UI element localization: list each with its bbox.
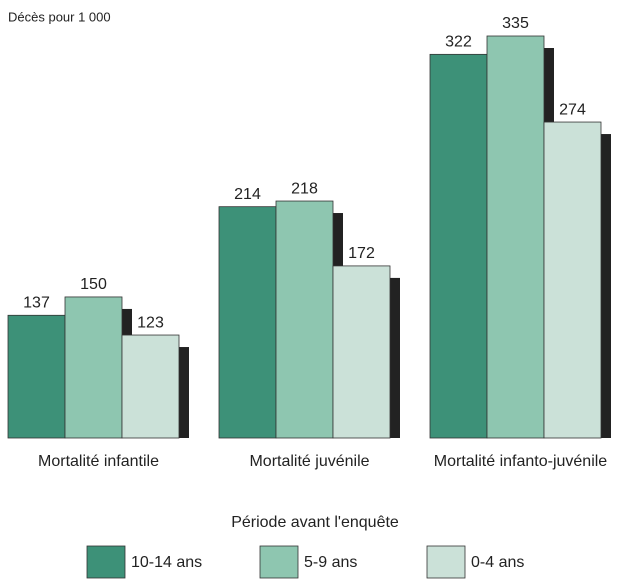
data-label: 274 [559, 101, 586, 118]
legend-label: 0-4 ans [471, 554, 524, 571]
data-label: 335 [502, 15, 529, 32]
legend-swatch [86, 545, 126, 579]
legend-swatch [426, 545, 466, 579]
bar [275, 200, 334, 439]
bar [218, 206, 277, 439]
data-label: 137 [23, 295, 50, 312]
data-label: 218 [291, 180, 318, 197]
bar [121, 334, 180, 439]
legend-title: Période avant l'enquête [231, 514, 399, 531]
bar [543, 121, 602, 439]
legend-swatch [259, 545, 299, 579]
data-label: 214 [234, 186, 261, 203]
bar [64, 296, 123, 439]
data-label: 123 [137, 314, 164, 331]
bar [429, 53, 488, 439]
legend-label: 5-9 ans [304, 554, 357, 571]
bar [7, 314, 66, 439]
legend-label: 10-14 ans [131, 554, 202, 571]
x-tick-label: Mortalité infantile [38, 453, 159, 470]
x-tick-label: Mortalité infanto-juvénile [434, 453, 608, 470]
x-tick-label: Mortalité juvénile [249, 453, 369, 470]
y-axis-label: Décès pour 1 000 [8, 9, 111, 24]
data-label: 172 [348, 245, 375, 262]
bar [486, 35, 545, 439]
data-label: 322 [445, 34, 472, 51]
data-label: 150 [80, 276, 107, 293]
bar [332, 265, 391, 439]
